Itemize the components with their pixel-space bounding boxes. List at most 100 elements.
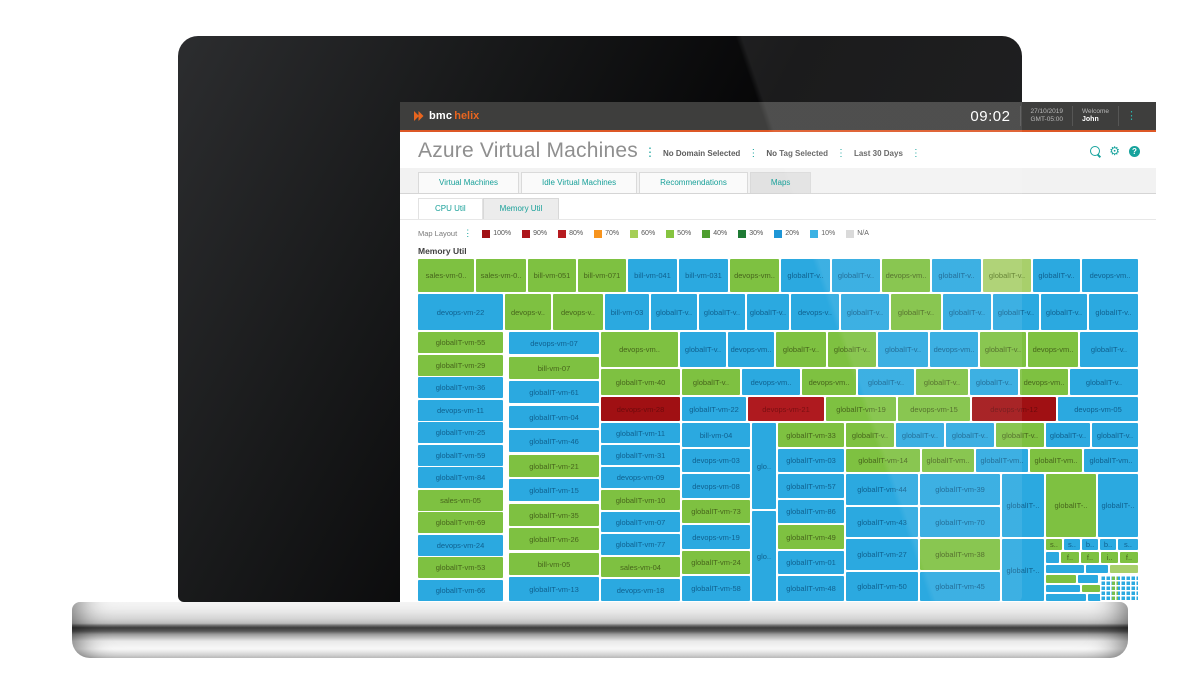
treemap-cell[interactable]: globalIT-vm.. bbox=[922, 449, 974, 472]
treemap-cell[interactable]: globalIT-v.. bbox=[858, 369, 914, 395]
treemap-cell[interactable]: bill-vm-051 bbox=[528, 259, 576, 292]
treemap-cell[interactable]: glo.. bbox=[752, 423, 776, 509]
treemap-cell[interactable]: globalIT-v.. bbox=[699, 294, 745, 330]
treemap-cell[interactable]: f.. bbox=[1061, 552, 1079, 563]
treemap-cell[interactable]: devops-vm-11 bbox=[418, 400, 503, 421]
treemap-cell[interactable]: globalIT-vm-66 bbox=[418, 580, 503, 601]
help-icon[interactable]: ? bbox=[1129, 145, 1140, 157]
treemap-cell[interactable]: globalIT-vm-58 bbox=[682, 576, 750, 601]
treemap-cell[interactable]: globalIT-v.. bbox=[1046, 423, 1090, 447]
treemap-cell[interactable]: globalIT-vm-15 bbox=[509, 479, 599, 501]
treemap-cell[interactable]: globalIT-vm-25 bbox=[418, 422, 503, 443]
treemap-cell[interactable]: bill-vm-07 bbox=[509, 357, 599, 379]
treemap-cell[interactable]: globalIT-v.. bbox=[891, 294, 941, 330]
treemap-cell[interactable]: globalIT-vm-61 bbox=[509, 381, 599, 403]
treemap-cell[interactable]: devops-vm-03 bbox=[682, 449, 750, 472]
treemap-cell[interactable]: devops-vm-19 bbox=[682, 525, 750, 549]
treemap-cell[interactable]: globalIT-v.. bbox=[943, 294, 991, 330]
treemap-cell[interactable]: globalIT-vm-40 bbox=[601, 369, 680, 395]
treemap-cell[interactable]: globalIT-vm-10 bbox=[601, 490, 680, 510]
treemap-cell[interactable] bbox=[1082, 585, 1100, 592]
treemap-cell[interactable]: sales-vm-0.. bbox=[476, 259, 526, 292]
treemap-cell[interactable]: globalIT-vm-04 bbox=[509, 406, 599, 428]
filter-menu-icon[interactable]: ⋮ bbox=[835, 148, 846, 159]
treemap-cell[interactable]: devops-vm-15 bbox=[898, 397, 970, 421]
filter-menu-icon[interactable]: ⋮ bbox=[748, 148, 759, 159]
treemap-cell[interactable]: devops-vm-28 bbox=[601, 397, 680, 421]
subtab-cpu-util[interactable]: CPU Util bbox=[418, 198, 483, 219]
treemap-cell[interactable]: devops-vm-08 bbox=[682, 474, 750, 498]
tab-maps[interactable]: Maps bbox=[749, 172, 812, 193]
treemap-cell[interactable]: globalIT-v.. bbox=[1092, 423, 1138, 447]
treemap-cell[interactable]: s.. bbox=[1046, 539, 1062, 550]
treemap-cell[interactable]: globalIT-vm-27 bbox=[846, 539, 918, 570]
treemap-cell[interactable]: bill-vm-05 bbox=[509, 553, 599, 575]
treemap-cell[interactable]: globalIT-v.. bbox=[1041, 294, 1087, 330]
map-layout-menu-icon[interactable]: ⋮ bbox=[463, 228, 473, 238]
treemap-cell[interactable] bbox=[1100, 575, 1138, 601]
treemap-cell[interactable]: globalIT-vm-43 bbox=[846, 507, 918, 537]
treemap-cell[interactable]: globalIT-vm-26 bbox=[509, 528, 599, 550]
tab-recommendations[interactable]: Recommendations bbox=[639, 172, 748, 193]
treemap-cell[interactable]: globalIT-v.. bbox=[747, 294, 789, 330]
treemap-cell[interactable]: globalIT-vm-49 bbox=[778, 525, 844, 549]
treemap-cell[interactable]: globalIT-vm-13 bbox=[509, 577, 599, 601]
treemap-cell[interactable]: globalIT-vm.. bbox=[1084, 449, 1138, 472]
treemap-cell[interactable] bbox=[1046, 575, 1076, 583]
treemap-cell[interactable]: devops-vm-21 bbox=[748, 397, 824, 421]
treemap-cell[interactable]: globalIT-v.. bbox=[832, 259, 880, 292]
treemap-cell[interactable]: globalIT-v.. bbox=[781, 259, 830, 292]
treemap-cell[interactable]: globalIT-v.. bbox=[651, 294, 697, 330]
treemap-cell[interactable]: devops-vm.. bbox=[601, 332, 678, 367]
treemap-cell[interactable]: devops-v.. bbox=[505, 294, 551, 330]
treemap-cell[interactable] bbox=[1046, 585, 1080, 592]
treemap-cell[interactable]: s.. bbox=[1064, 539, 1080, 550]
treemap-cell[interactable]: globalIT-vm-24 bbox=[682, 551, 750, 574]
tab-virtual-machines[interactable]: Virtual Machines bbox=[418, 172, 519, 193]
treemap-cell[interactable] bbox=[1088, 594, 1102, 601]
treemap-cell[interactable]: globalIT-v.. bbox=[983, 259, 1031, 292]
treemap-cell[interactable]: globalIT-vm-53 bbox=[418, 557, 503, 578]
treemap-cell[interactable]: bill-vm-04 bbox=[682, 423, 750, 447]
treemap-cell[interactable]: sales-vm-05 bbox=[418, 490, 503, 511]
treemap-cell[interactable]: bill-vm-071 bbox=[578, 259, 626, 292]
treemap-cell[interactable]: devops-vm.. bbox=[802, 369, 856, 395]
treemap-cell[interactable]: globalIT-v.. bbox=[1089, 294, 1138, 330]
treemap-cell[interactable]: globalIT-vm.. bbox=[1030, 449, 1082, 472]
treemap-cell[interactable] bbox=[1046, 552, 1059, 563]
treemap-cell[interactable]: globalIT-vm-39 bbox=[920, 474, 1000, 505]
treemap-cell[interactable]: globalIT-vm-86 bbox=[778, 500, 844, 523]
treemap-cell[interactable]: globalIT-vm-57 bbox=[778, 474, 844, 498]
treemap-cell[interactable]: globalIT-vm.. bbox=[976, 449, 1028, 472]
treemap-cell[interactable]: globalIT-vm-70 bbox=[920, 507, 1000, 537]
treemap-cell[interactable]: globalIT-v.. bbox=[878, 332, 928, 367]
treemap-cell[interactable]: devops-vm.. bbox=[1082, 259, 1138, 292]
treemap-cell[interactable]: devops-vm-24 bbox=[418, 535, 503, 556]
treemap-cell[interactable]: globalIT-vm-69 bbox=[418, 512, 503, 533]
treemap-cell[interactable]: devops-vm.. bbox=[1028, 332, 1078, 367]
treemap-cell[interactable]: f.. bbox=[1081, 552, 1099, 563]
treemap-cell[interactable]: globalIT-v.. bbox=[846, 423, 894, 447]
treemap-cell[interactable]: bill-vm-03 bbox=[605, 294, 649, 330]
treemap-cell[interactable]: globalIT-vm-29 bbox=[418, 355, 503, 376]
gear-icon[interactable]: ⚙ bbox=[1109, 144, 1120, 158]
treemap-cell[interactable]: devops-vm.. bbox=[1020, 369, 1068, 395]
treemap-cell[interactable]: b.. bbox=[1082, 539, 1098, 550]
treemap-cell[interactable]: globalIT-vm-22 bbox=[682, 397, 746, 421]
treemap-cell[interactable]: globalIT-vm-73 bbox=[682, 500, 750, 523]
treemap-cell[interactable] bbox=[1046, 594, 1086, 601]
subtab-memory-util[interactable]: Memory Util bbox=[482, 198, 560, 219]
treemap-cell[interactable]: globalIT-vm-14 bbox=[846, 449, 920, 472]
treemap-cell[interactable]: f.. bbox=[1120, 552, 1138, 563]
treemap-cell[interactable]: globalIT-vm-38 bbox=[920, 539, 1000, 570]
treemap-cell[interactable]: i.. bbox=[1101, 552, 1118, 563]
treemap-cell[interactable]: devops-vm-09 bbox=[601, 467, 680, 488]
treemap-cell[interactable]: bill-vm-041 bbox=[628, 259, 677, 292]
treemap-cell[interactable]: globalIT-v.. bbox=[993, 294, 1039, 330]
treemap-cell[interactable]: globalIT-.. bbox=[1098, 474, 1138, 537]
treemap-cell[interactable]: devops-vm.. bbox=[728, 332, 774, 367]
treemap-cell[interactable]: devops-vm-12 bbox=[972, 397, 1056, 421]
treemap-cell[interactable]: s.. bbox=[1118, 539, 1138, 550]
tab-idle-virtual-machines[interactable]: Idle Virtual Machines bbox=[521, 172, 638, 193]
treemap-cell[interactable]: globalIT-v.. bbox=[680, 332, 726, 367]
